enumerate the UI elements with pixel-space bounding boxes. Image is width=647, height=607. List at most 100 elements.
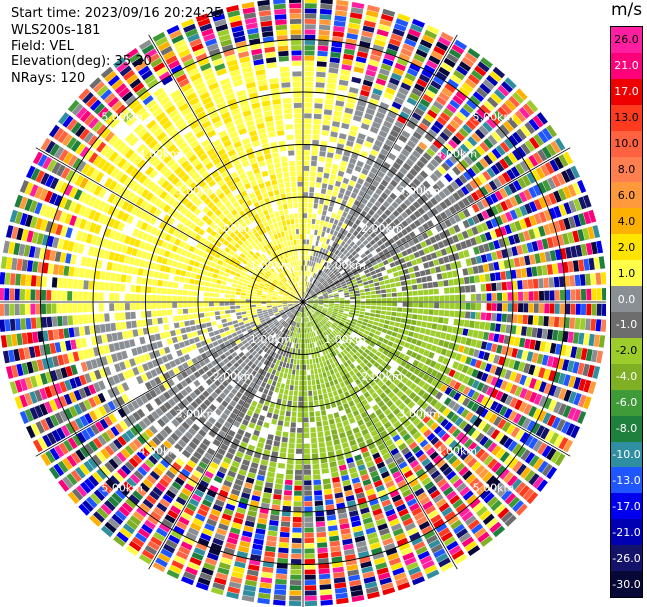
velocity-bin <box>444 386 453 396</box>
velocity-bin <box>281 516 291 522</box>
velocity-bin <box>277 462 285 469</box>
velocity-bin <box>426 59 438 70</box>
velocity-bin <box>61 303 67 314</box>
velocity-bin <box>459 143 470 154</box>
velocity-bin <box>538 315 544 326</box>
velocity-bin <box>376 358 383 365</box>
velocity-bin <box>296 343 299 349</box>
velocity-bin <box>559 276 565 287</box>
velocity-bin <box>126 321 132 329</box>
velocity-bin <box>558 219 566 232</box>
velocity-bin <box>290 422 296 428</box>
velocity-bin <box>318 270 323 276</box>
velocity-bin <box>453 203 462 212</box>
velocity-bin <box>413 377 422 385</box>
velocity-bin <box>369 54 381 62</box>
velocity-bin <box>485 195 494 206</box>
velocity-bin <box>338 84 348 92</box>
velocity-bin <box>329 136 337 143</box>
velocity-bin <box>153 325 159 333</box>
velocity-bin <box>214 297 220 302</box>
velocity-bin <box>293 501 302 507</box>
velocity-bin <box>473 349 480 358</box>
velocity-bin <box>430 330 436 337</box>
velocity-bin <box>362 278 368 283</box>
velocity-bin <box>495 378 504 389</box>
velocity-bin <box>305 255 308 261</box>
velocity-bin <box>382 143 392 152</box>
velocity-bin <box>548 384 557 397</box>
velocity-bin <box>366 323 373 328</box>
velocity-bin <box>339 300 345 302</box>
velocity-bin <box>304 113 312 119</box>
velocity-bin <box>470 303 476 310</box>
velocity-bin <box>0 287 5 301</box>
velocity-bin <box>308 282 311 288</box>
velocity-bin <box>303 218 307 224</box>
velocity-bin <box>209 287 215 293</box>
velocity-bin <box>363 20 376 28</box>
velocity-bin <box>401 211 409 219</box>
velocity-bin <box>521 268 527 278</box>
velocity-bin <box>448 154 458 165</box>
velocity-bin <box>289 432 296 438</box>
velocity-bin <box>533 213 542 225</box>
velocity-bin <box>553 371 561 384</box>
velocity-bin <box>430 398 438 407</box>
velocity-bin <box>339 330 345 335</box>
velocity-bin <box>512 413 522 424</box>
velocity-bin <box>4 288 10 301</box>
velocity-bin <box>9 273 16 286</box>
velocity-bin <box>412 237 420 245</box>
velocity-bin <box>315 289 320 293</box>
velocity-bin <box>535 425 546 437</box>
velocity-bin <box>460 186 470 196</box>
velocity-bin <box>245 296 251 299</box>
velocity-bin <box>396 171 405 179</box>
velocity-bin <box>251 294 257 297</box>
velocity-bin <box>418 249 425 257</box>
velocity-bin <box>307 260 310 266</box>
velocity-bin <box>304 102 313 108</box>
velocity-bin <box>308 390 313 396</box>
velocity-bin <box>309 359 313 365</box>
velocity-bin <box>323 296 329 299</box>
velocity-bin <box>327 413 334 420</box>
velocity-bin <box>120 321 127 330</box>
velocity-bin <box>311 218 316 225</box>
velocity-bin <box>440 348 448 356</box>
velocity-bin <box>490 251 498 261</box>
velocity-bin <box>483 352 490 361</box>
velocity-bin <box>515 163 525 175</box>
velocity-bin <box>507 292 513 301</box>
velocity-bin <box>553 205 562 218</box>
velocity-bin <box>314 490 323 496</box>
velocity-bin <box>304 29 316 35</box>
velocity-bin <box>316 172 323 178</box>
velocity-bin <box>313 113 322 120</box>
velocity-bin <box>345 321 351 326</box>
velocity-bin <box>313 347 317 353</box>
velocity-bin <box>314 288 319 292</box>
velocity-bin <box>448 205 457 215</box>
velocity-bin <box>515 429 525 441</box>
velocity-bin <box>518 106 530 119</box>
velocity-bin <box>409 213 417 222</box>
velocity-bin <box>314 280 319 285</box>
velocity-bin <box>577 180 587 194</box>
velocity-bin <box>351 250 357 256</box>
velocity-bin <box>425 238 432 246</box>
velocity-bin <box>340 319 346 323</box>
velocity-bin <box>476 293 482 301</box>
velocity-bin <box>261 297 267 300</box>
velocity-bin <box>337 209 343 216</box>
velocity-bin <box>409 272 416 279</box>
velocity-bin <box>336 265 342 271</box>
velocity-bin <box>310 234 314 240</box>
velocity-bin <box>274 483 283 490</box>
velocity-bin <box>444 287 450 294</box>
velocity-bin <box>182 290 189 296</box>
velocity-bin <box>315 182 322 188</box>
velocity-bin <box>524 140 536 152</box>
velocity-bin <box>325 435 332 442</box>
